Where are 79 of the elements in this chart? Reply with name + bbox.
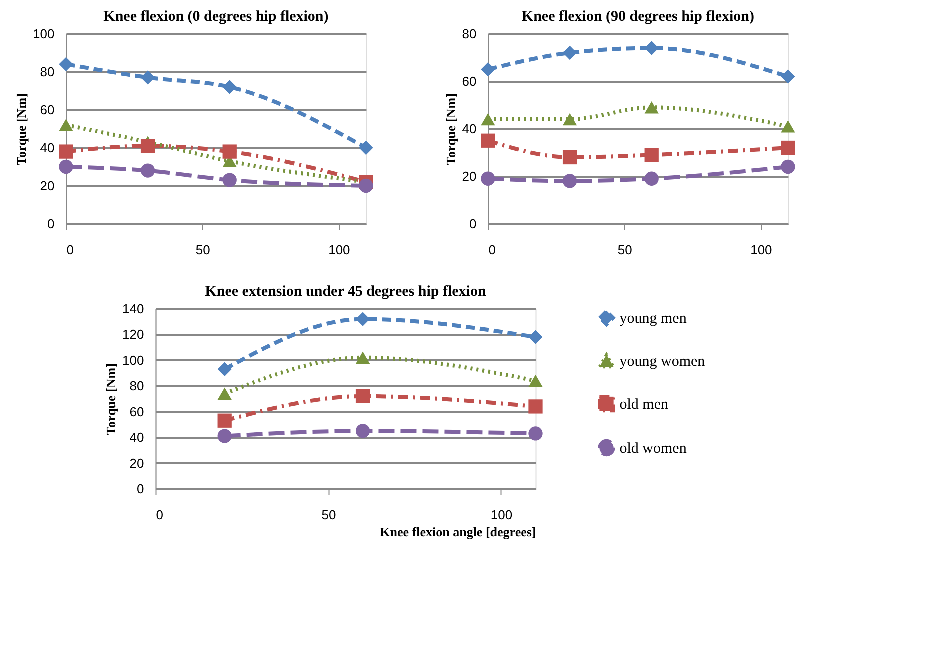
point — [222, 173, 237, 188]
x-tick-label: 100 — [750, 242, 772, 258]
x-axis-title: Knee flexion angle [degrees] — [380, 524, 536, 540]
point — [359, 140, 374, 156]
y-tick-label: 40 — [130, 430, 144, 446]
legend-label: young women — [620, 354, 706, 370]
chart-title: Knee flexion (0 degrees hip flexion) — [104, 9, 329, 25]
legend-label: young men — [620, 311, 688, 327]
legend-label: old men — [620, 397, 669, 413]
point — [781, 140, 796, 156]
y-tick-label: 20 — [130, 456, 144, 471]
point — [644, 41, 659, 56]
point — [59, 144, 74, 159]
point — [218, 414, 232, 428]
y-axis-title: Torque [Nm] — [14, 94, 30, 166]
point — [528, 400, 543, 414]
x-tick-label: 50 — [196, 242, 210, 258]
x-tick-label: 50 — [322, 508, 336, 522]
point — [356, 424, 370, 438]
y-tick-label: 20 — [40, 178, 55, 194]
point — [644, 148, 659, 162]
y-axis-title: Torque [Nm] — [104, 364, 119, 436]
y-tick-label: 0 — [469, 216, 477, 232]
x-tick-label: 0 — [66, 242, 74, 258]
point — [356, 352, 370, 364]
point — [140, 164, 156, 178]
point — [481, 113, 496, 126]
y-tick-label: 100 — [122, 352, 144, 368]
y-tick-label: 100 — [33, 26, 55, 42]
point — [356, 312, 370, 326]
point — [781, 120, 796, 133]
point — [359, 178, 374, 194]
x-tick-label: 0 — [488, 242, 496, 258]
y-tick-label: 40 — [40, 140, 55, 156]
y-tick-label: 40 — [462, 122, 477, 136]
x-tick-label: 100 — [328, 242, 350, 258]
point — [781, 160, 796, 174]
chart-title: Knee extension under 45 degrees hip flexion — [205, 284, 487, 300]
point — [59, 119, 74, 132]
y-tick-label: 140 — [122, 302, 144, 316]
y-tick-label: 80 — [462, 26, 477, 42]
point — [481, 172, 496, 186]
x-tick-label: 0 — [156, 508, 164, 522]
x-tick-label: 100 — [490, 508, 513, 522]
point — [644, 172, 659, 186]
y-tick-label: 60 — [462, 74, 477, 89]
y-axis-title: Torque [Nm] — [443, 94, 458, 166]
point — [140, 139, 156, 154]
point — [59, 160, 74, 174]
y-tick-label: 20 — [462, 169, 477, 184]
y-tick-label: 80 — [40, 64, 55, 80]
point — [356, 389, 370, 404]
point — [140, 70, 156, 85]
point — [562, 46, 578, 60]
point — [644, 102, 659, 114]
point — [562, 174, 578, 188]
point — [562, 150, 578, 165]
point — [562, 113, 578, 126]
point — [222, 80, 237, 94]
point — [59, 57, 74, 72]
legend-label: old women — [620, 441, 688, 457]
y-tick-label: 60 — [40, 102, 55, 118]
y-tick-label: 60 — [130, 404, 144, 420]
point — [528, 426, 543, 441]
y-tick-label: 0 — [137, 482, 144, 496]
chart-title: Knee flexion (90 degrees hip flexion) — [522, 9, 755, 25]
point — [528, 374, 543, 388]
y-tick-label: 80 — [130, 378, 144, 394]
y-tick-label: 0 — [47, 216, 55, 232]
point — [218, 388, 232, 400]
x-tick-label: 50 — [618, 242, 632, 258]
point — [218, 429, 232, 444]
point — [481, 134, 496, 148]
y-tick-label: 120 — [122, 327, 144, 342]
point — [222, 144, 237, 159]
point — [528, 330, 543, 344]
point — [781, 70, 796, 84]
point — [218, 362, 232, 376]
point — [481, 62, 496, 77]
